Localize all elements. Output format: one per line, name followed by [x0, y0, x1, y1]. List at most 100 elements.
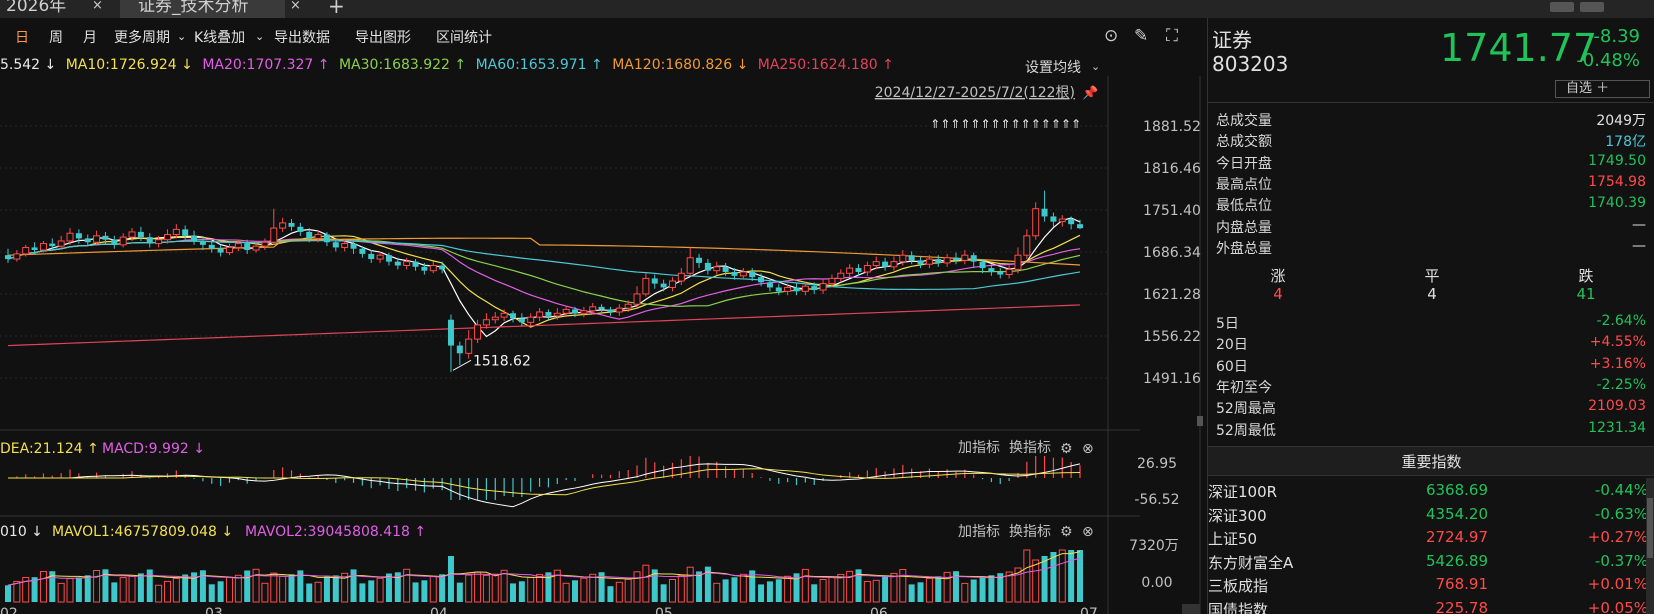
candle[interactable] — [412, 259, 419, 271]
candle[interactable] — [509, 310, 516, 323]
candle[interactable] — [819, 279, 827, 294]
candle[interactable] — [952, 252, 959, 265]
candle[interactable] — [811, 282, 818, 294]
candle[interactable] — [801, 282, 809, 296]
pin-icon[interactable]: 📌 — [1082, 84, 1098, 101]
candle[interactable] — [429, 261, 437, 274]
candle[interactable] — [22, 244, 30, 257]
candle[interactable] — [935, 255, 942, 267]
candle[interactable] — [31, 242, 38, 254]
candle[interactable] — [642, 273, 650, 297]
candle[interactable] — [624, 300, 632, 312]
candle[interactable] — [855, 264, 862, 276]
candle[interactable] — [234, 239, 242, 252]
candle[interactable] — [527, 313, 535, 327]
candle[interactable] — [784, 283, 792, 296]
candle[interactable] — [155, 235, 163, 248]
candle[interactable] — [572, 306, 579, 318]
macd-add-indicator-button[interactable]: 加指标 — [958, 440, 1000, 456]
export-data-button[interactable]: 导出数据 — [274, 30, 330, 46]
index-row[interactable]: 国债指数 225.78 +0.05% — [1208, 599, 1648, 614]
macd-switch-indicator-button[interactable]: 换指标 — [1009, 439, 1051, 456]
forward-icon[interactable] — [1580, 2, 1604, 12]
candle[interactable] — [731, 268, 738, 280]
candle[interactable] — [368, 250, 375, 263]
candle[interactable] — [545, 309, 552, 320]
vol-switch-indicator-button[interactable]: 换指标 — [1009, 523, 1051, 540]
candle[interactable] — [961, 250, 969, 265]
add-tab-icon[interactable]: + — [328, 0, 345, 18]
candle[interactable] — [306, 228, 313, 243]
candle[interactable] — [607, 306, 614, 316]
candle[interactable] — [252, 242, 260, 253]
index-row[interactable]: 深证300 4354.20 -0.63% — [1208, 505, 1648, 529]
candle[interactable] — [739, 268, 747, 280]
candle[interactable] — [474, 319, 482, 343]
indices-scrollbar[interactable] — [1646, 478, 1654, 614]
vol-close-icon[interactable]: ⊗ — [1082, 524, 1094, 540]
candle[interactable] — [722, 262, 729, 276]
fullscreen-icon[interactable]: ⛶ — [1166, 26, 1178, 46]
candle[interactable] — [137, 226, 144, 241]
candle[interactable] — [465, 330, 473, 359]
period-week-button[interactable]: 周 — [49, 30, 63, 46]
candle[interactable] — [314, 230, 322, 243]
candle[interactable] — [696, 253, 703, 269]
candle[interactable] — [394, 257, 401, 270]
candle[interactable] — [279, 217, 287, 232]
candle[interactable] — [5, 248, 11, 263]
candle[interactable] — [270, 208, 278, 245]
candle[interactable] — [341, 239, 349, 252]
tab-2026-close-icon[interactable]: × — [92, 0, 103, 13]
candle[interactable] — [553, 308, 561, 320]
candle[interactable] — [589, 302, 597, 315]
candle[interactable] — [146, 233, 153, 248]
range-stats-button[interactable]: 区间统计 — [436, 30, 492, 46]
candle[interactable] — [491, 311, 499, 324]
candle[interactable] — [686, 247, 694, 276]
candle[interactable] — [128, 228, 136, 241]
candle[interactable] — [376, 251, 384, 263]
candle[interactable] — [1023, 229, 1031, 260]
candle[interactable] — [677, 268, 685, 285]
candle[interactable] — [837, 269, 845, 283]
candle[interactable] — [288, 219, 295, 231]
candle[interactable] — [979, 259, 986, 274]
candle[interactable] — [447, 314, 454, 373]
index-row[interactable]: 深证100R 6368.69 -0.44% — [1208, 481, 1648, 505]
candle[interactable] — [882, 257, 889, 271]
candle[interactable] — [1050, 212, 1057, 227]
candle[interactable] — [84, 234, 91, 247]
candle[interactable] — [651, 274, 658, 289]
candle[interactable] — [261, 238, 269, 251]
period-month-button[interactable]: 月 — [83, 30, 97, 46]
candle[interactable] — [163, 229, 171, 244]
candle[interactable] — [863, 261, 871, 276]
candle[interactable] — [997, 268, 1004, 279]
tab-securities-analysis[interactable]: 证券_技术分析 — [120, 0, 285, 18]
add-watchlist-button[interactable]: 自选 ＋ — [1555, 80, 1650, 98]
candle[interactable] — [846, 264, 854, 278]
candle[interactable] — [890, 256, 898, 271]
candle[interactable] — [500, 309, 508, 322]
index-row[interactable]: 东方财富全A 5426.89 -0.37% — [1208, 552, 1648, 576]
candle[interactable] — [182, 225, 189, 240]
candle[interactable] — [439, 261, 446, 274]
candle[interactable] — [225, 243, 233, 256]
draw-brush-icon[interactable]: ✎ — [1134, 26, 1149, 46]
candle[interactable] — [359, 246, 366, 258]
candle[interactable] — [518, 313, 525, 327]
index-row[interactable]: 三板成指 768.91 +0.01% — [1208, 575, 1648, 599]
candle[interactable] — [199, 237, 206, 251]
collapse-circle-icon[interactable]: ⊙ — [1104, 26, 1119, 46]
candle[interactable] — [297, 222, 304, 236]
vol-settings-gear-icon[interactable]: ⚙ — [1060, 524, 1073, 540]
candle[interactable] — [598, 304, 605, 314]
tab-2026[interactable]: 2026年 — [6, 0, 67, 16]
macd-settings-gear-icon[interactable]: ⚙ — [1060, 441, 1073, 457]
ma-setting-dropdown[interactable]: 设置均线 — [1025, 60, 1081, 76]
candle[interactable] — [758, 273, 765, 287]
candle[interactable] — [1041, 190, 1048, 222]
candle[interactable] — [766, 278, 773, 292]
panel-resize-handle[interactable] — [1197, 416, 1203, 426]
